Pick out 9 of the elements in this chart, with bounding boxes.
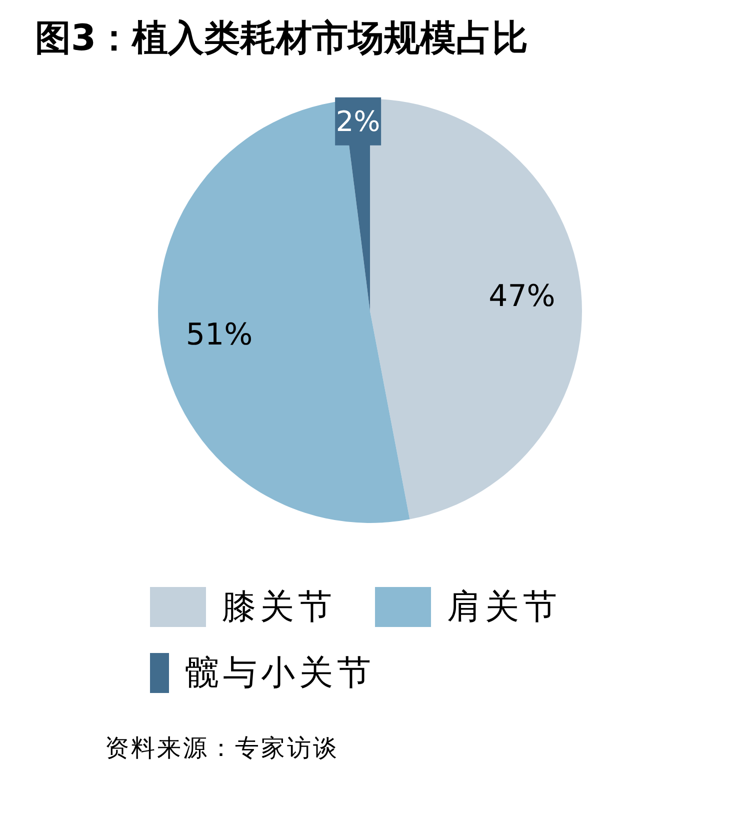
data-label: 51% xyxy=(186,317,253,352)
legend-label: 膝关节 xyxy=(222,586,336,629)
data-label: 47% xyxy=(488,279,556,314)
data-label: 2% xyxy=(336,104,380,138)
legend-label: 肩关节 xyxy=(447,586,561,629)
pie-slice xyxy=(158,100,410,523)
chart-title: 图3：植入类耗材市场规模占比 xyxy=(34,17,530,61)
text: 资料来源：专家访谈 xyxy=(105,733,340,764)
legend-label: 髋与小关节 xyxy=(185,652,375,695)
